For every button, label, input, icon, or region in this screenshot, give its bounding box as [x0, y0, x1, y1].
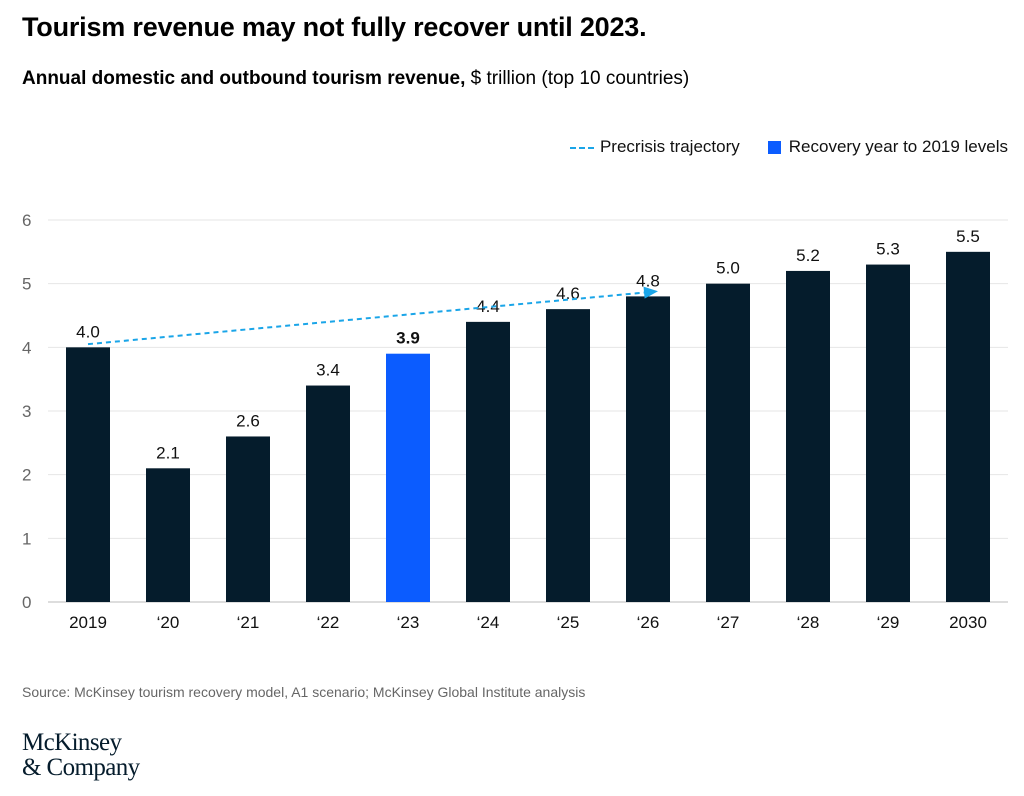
- logo-line-1: McKinsey: [22, 729, 122, 756]
- value-labels: 4.02.12.63.43.94.44.64.85.05.2 5.35.5: [76, 227, 980, 462]
- chart-subtitle: Annual domestic and outbound tourism rev…: [22, 68, 689, 90]
- x-axis: 2019 ‘20 ‘21 ‘22 ‘23 ‘24 ‘25 ‘26 ‘27 ‘28 ‘29 2030: [69, 613, 987, 632]
- subtitle-measure: Annual domestic and outbound tourism rev…: [22, 68, 466, 89]
- chart-title: Tourism revenue may not fully recover un…: [22, 12, 647, 42]
- legend-recovery-label: Recovery year to 2019 levels: [788, 137, 1008, 156]
- y-tick-label: 1: [22, 529, 31, 548]
- value-label: 5.0: [716, 259, 740, 278]
- value-label: 5.5: [956, 227, 980, 246]
- blue-square-icon: [767, 140, 781, 154]
- bar: [786, 270, 830, 602]
- bar: [226, 436, 270, 602]
- source-note: Source: McKinsey tourism recovery model,…: [22, 684, 586, 700]
- legend: Precrisis trajectory Recovery year to 20…: [569, 137, 1008, 157]
- y-axis: 0 1 2 3 4 5 6: [22, 211, 31, 612]
- bars: [66, 251, 990, 603]
- value-label: 3.4: [316, 361, 340, 380]
- bar: [66, 347, 110, 602]
- bar: [466, 321, 510, 602]
- y-tick-label: 6: [22, 211, 31, 230]
- bar: [306, 385, 350, 602]
- logo-line-2: & Company: [22, 754, 140, 781]
- x-tick-label: ‘25: [557, 613, 580, 632]
- x-tick-label: ‘28: [797, 613, 820, 632]
- value-label: 2.1: [156, 443, 180, 462]
- x-tick-label: ‘21: [237, 613, 260, 632]
- value-label: 2.6: [236, 411, 260, 430]
- trajectory-line: [87, 291, 647, 346]
- x-tick-label: ‘23: [397, 613, 420, 632]
- bar: [546, 309, 590, 602]
- value-label: 4.0: [76, 322, 100, 341]
- x-tick-label: ‘24: [477, 613, 500, 632]
- bar: [946, 251, 990, 603]
- y-tick-label: 2: [22, 466, 31, 485]
- y-tick-label: 0: [22, 593, 31, 612]
- bar: [146, 468, 190, 602]
- y-tick-label: 3: [22, 402, 31, 421]
- x-tick-label: 2030: [949, 613, 987, 632]
- x-tick-label: 2019: [69, 613, 107, 632]
- y-tick-label: 4: [22, 338, 31, 357]
- trajectory-arrowhead: [643, 286, 658, 299]
- precrisis-trajectory: [87, 286, 658, 346]
- x-tick-label: ‘26: [637, 613, 660, 632]
- y-tick-label: 5: [22, 275, 31, 294]
- x-tick-label: ‘27: [717, 613, 740, 632]
- bar: [386, 353, 430, 602]
- dashed-line-icon: [569, 147, 594, 149]
- value-label: 4.8: [636, 271, 660, 290]
- value-label: 5.3: [876, 240, 900, 259]
- x-tick-label: ‘22: [317, 613, 340, 632]
- x-tick-label: ‘20: [157, 613, 180, 632]
- x-tick-label: ‘29: [877, 613, 900, 632]
- bar: [706, 283, 750, 602]
- value-label: 5.2: [796, 246, 820, 265]
- gridlines: [48, 219, 1008, 603]
- value-label: 4.4: [476, 297, 500, 316]
- bar: [626, 296, 670, 602]
- subtitle-unit: $ trillion (top 10 countries): [465, 68, 690, 89]
- mckinsey-logo: McKinsey & Company: [22, 730, 140, 780]
- legend-trajectory-label: Precrisis trajectory: [599, 137, 740, 156]
- bar: [866, 264, 910, 602]
- value-label: 3.9: [396, 329, 420, 348]
